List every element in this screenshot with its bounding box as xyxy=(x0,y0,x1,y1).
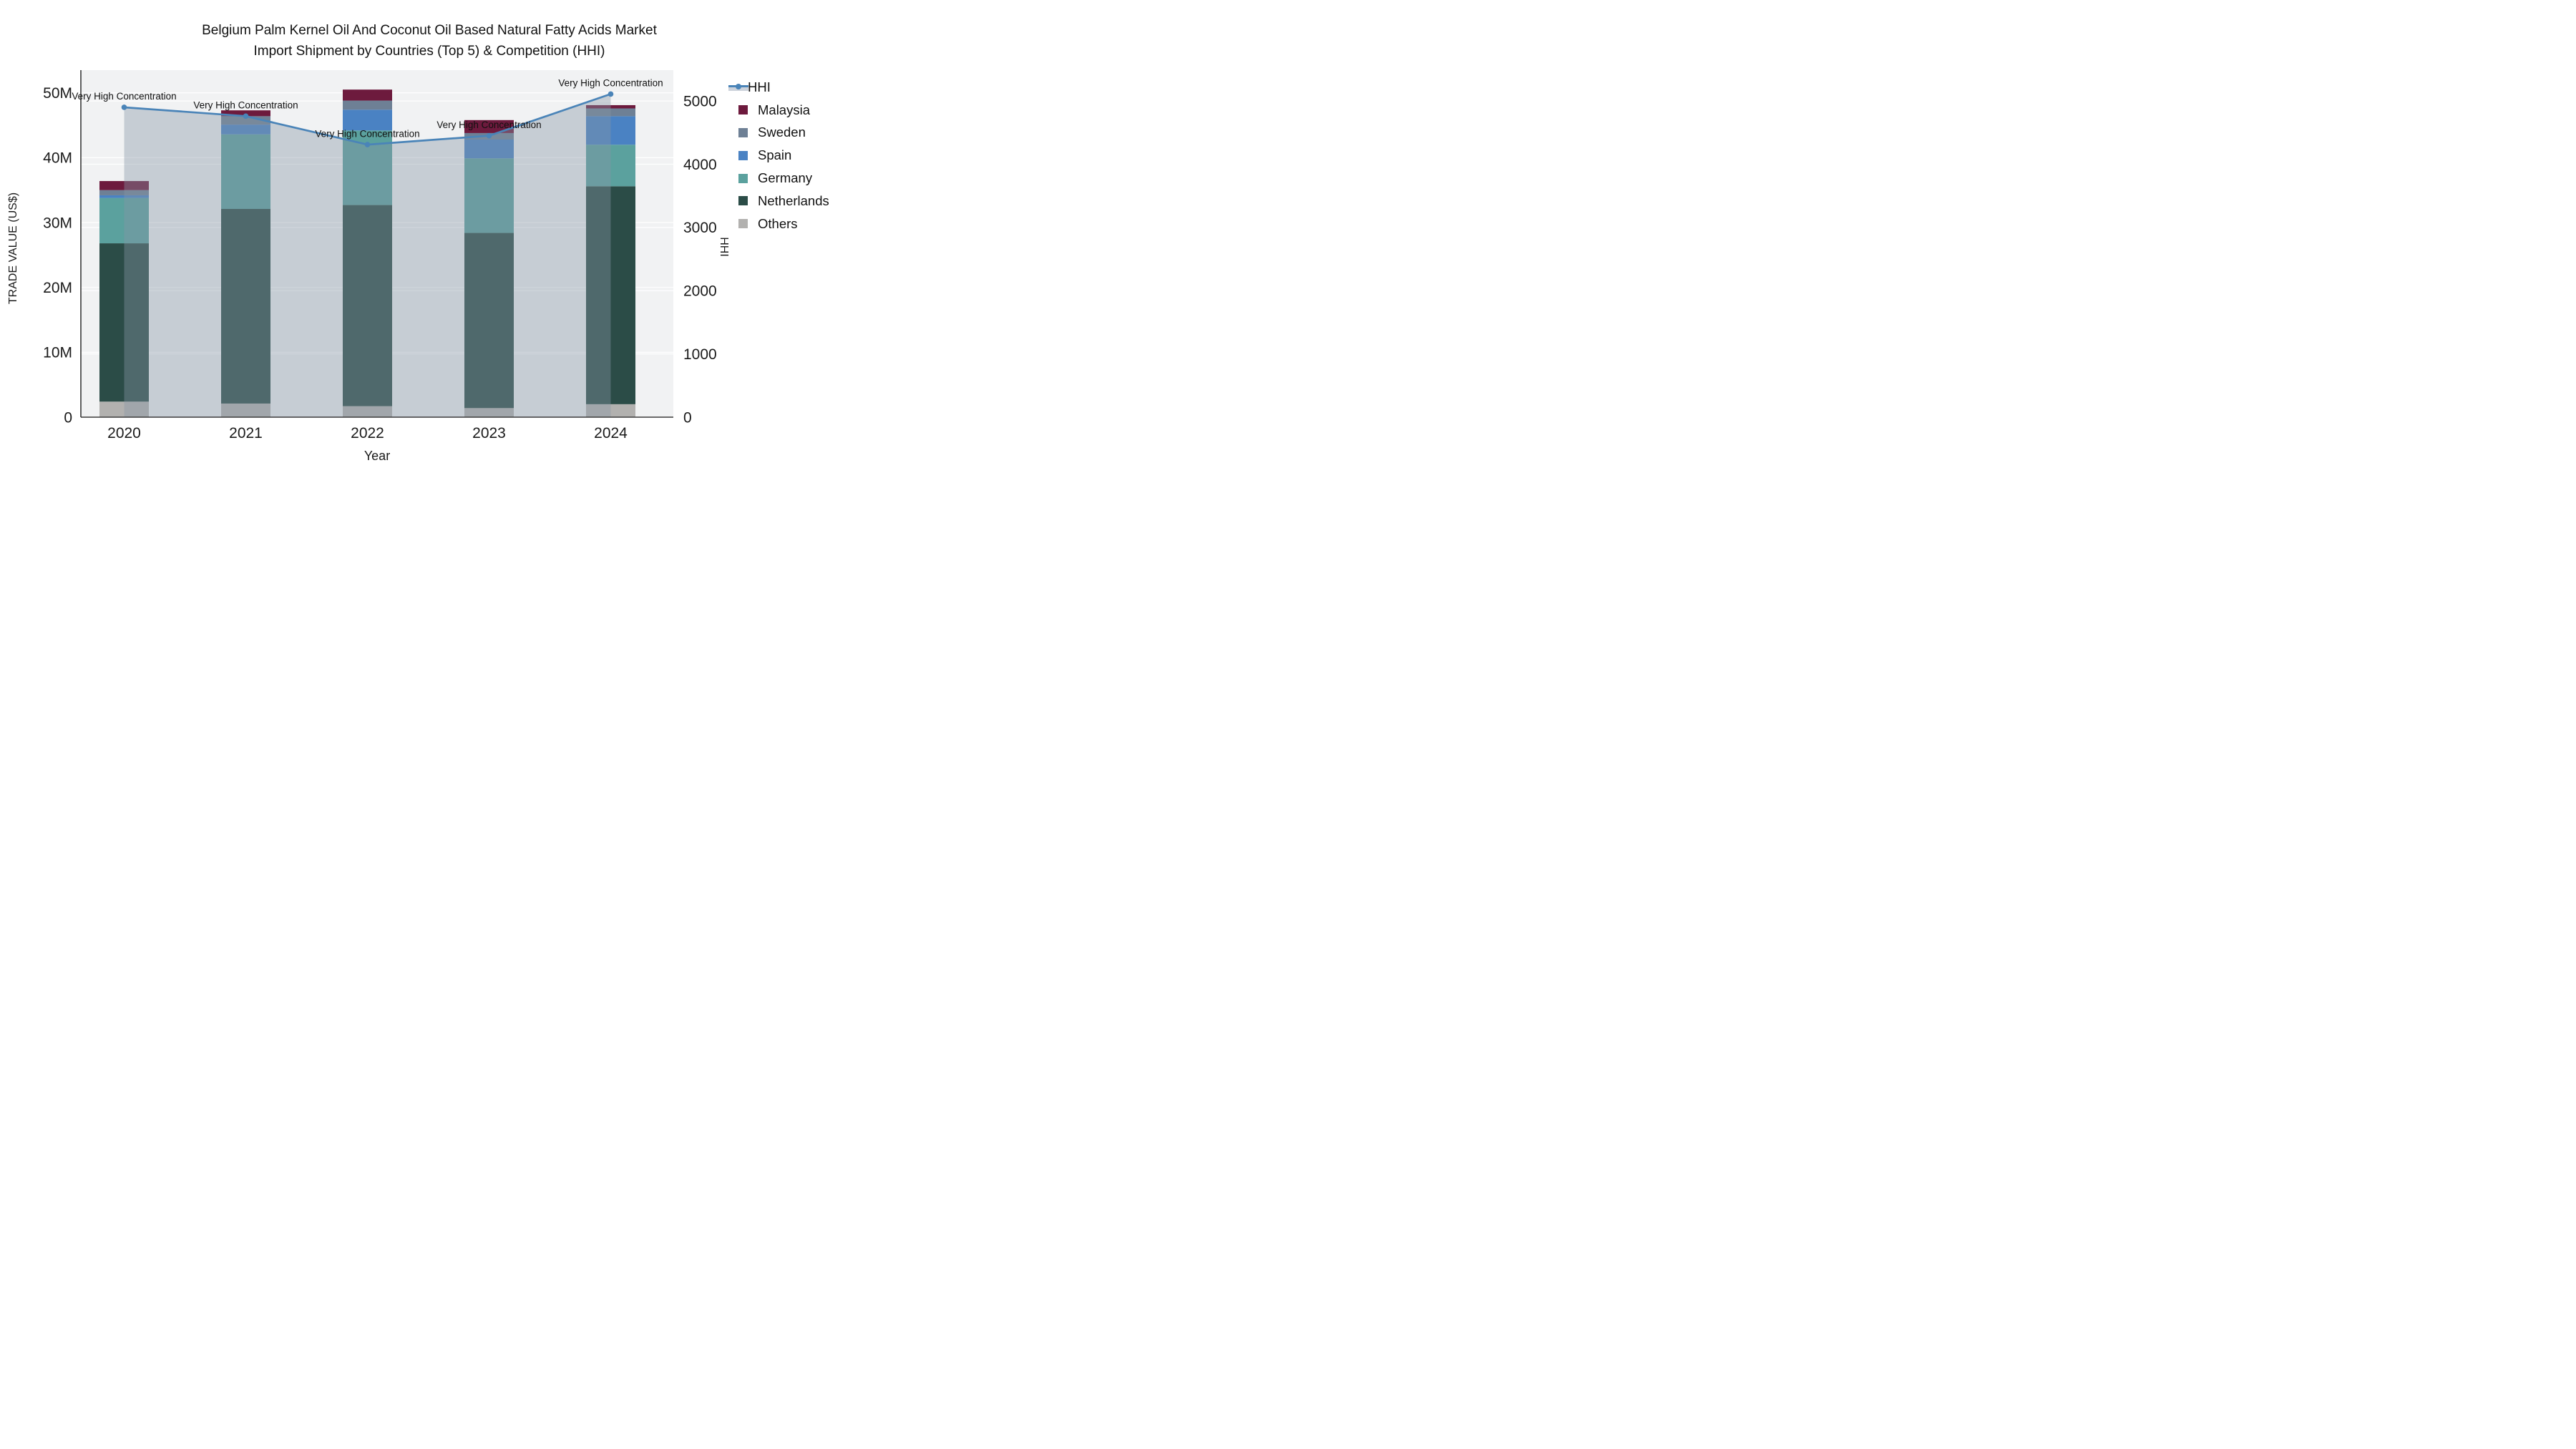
chart-title-line1: Belgium Palm Kernel Oil And Coconut Oil … xyxy=(202,23,657,38)
color-swatch-icon xyxy=(738,150,748,160)
chart-figure: Belgium Palm Kernel Oil And Coconut Oil … xyxy=(0,0,859,483)
hhi-area xyxy=(124,94,611,417)
annotation-label-2020: Very High Concentration xyxy=(72,91,176,102)
hhi-marker-2023[interactable] xyxy=(486,132,492,139)
bar-segment-others-2020[interactable] xyxy=(99,401,149,417)
annotation-label-2023: Very High Concentration xyxy=(436,119,541,130)
bar-segment-netherlands-2024[interactable] xyxy=(586,186,635,404)
bar-segment-others-2024[interactable] xyxy=(586,404,635,417)
bar-segment-germany-2024[interactable] xyxy=(586,145,635,187)
plot-area: 0 10M 20M 30M 40M 50M 0 1000 2000 3000 4000 5000 202… xyxy=(43,70,717,441)
x-tick-label-2020: 2020 xyxy=(107,425,141,441)
legend-item-netherlands[interactable]: Netherlands xyxy=(738,190,829,213)
bar-segment-netherlands-2021[interactable] xyxy=(221,209,270,404)
bar-segment-spain-2023[interactable] xyxy=(464,140,514,159)
bar-segment-spain-2024[interactable] xyxy=(586,116,635,145)
hhi-marker-2022[interactable] xyxy=(364,142,371,147)
y-left-axis-title: TRADE VALUE (US$) xyxy=(7,192,19,305)
x-tick-label-2021: 2021 xyxy=(229,425,263,441)
chart-title-line2: Import Shipment by Countries (Top 5) & C… xyxy=(253,43,605,59)
annotation-label-2021: Very High Concentration xyxy=(193,100,298,111)
legend: HHI Malaysia Sweden Spain Germany Netherlands… xyxy=(728,76,829,235)
bar-segment-malaysia-2021[interactable] xyxy=(221,110,270,117)
y-left-tick-label: 30M xyxy=(43,215,72,231)
color-swatch-icon xyxy=(738,196,748,206)
legend-item-label: HHI xyxy=(748,79,771,94)
color-swatch-icon xyxy=(738,105,748,115)
legend-item-malaysia[interactable]: Malaysia xyxy=(738,99,829,122)
x-tick-label-2022: 2022 xyxy=(351,425,384,441)
bar-segment-malaysia-2022[interactable] xyxy=(343,89,392,101)
bar-segment-malaysia-2020[interactable] xyxy=(99,181,149,190)
y-left-tick-label: 50M xyxy=(43,85,72,102)
legend-item-hhi[interactable]: HHI xyxy=(728,76,829,99)
y-left-tick-label: 0 xyxy=(64,409,72,426)
bar-segment-netherlands-2023[interactable] xyxy=(464,233,514,409)
bar-segment-sweden-2021[interactable] xyxy=(221,116,270,125)
bar-segment-malaysia-2024[interactable] xyxy=(586,104,635,109)
hhi-line-swatch-icon xyxy=(728,82,748,92)
y-right-tick-label: 1000 xyxy=(683,346,717,363)
hhi-marker-2024[interactable] xyxy=(608,91,614,97)
legend-item-label: Others xyxy=(758,215,798,231)
legend-item-label: Spain xyxy=(758,147,792,163)
bar-segment-others-2022[interactable] xyxy=(343,406,392,417)
y-right-axis-title: HHI xyxy=(718,237,730,257)
y-right-tick-label: 5000 xyxy=(683,93,717,109)
legend-item-spain[interactable]: Spain xyxy=(738,144,829,167)
bar-segment-malaysia-2023[interactable] xyxy=(464,119,514,133)
hhi-marker-2020[interactable] xyxy=(121,104,127,110)
bar-segment-sweden-2024[interactable] xyxy=(586,108,635,117)
x-tick-label-2023: 2023 xyxy=(472,425,506,441)
bar-segment-sweden-2022[interactable] xyxy=(343,100,392,110)
bar-segment-spain-2021[interactable] xyxy=(221,125,270,135)
y-left-tick-label: 20M xyxy=(43,280,72,296)
bar-segment-germany-2023[interactable] xyxy=(464,158,514,233)
bar-segment-germany-2021[interactable] xyxy=(221,134,270,209)
y-right-tick-label: 0 xyxy=(683,409,692,426)
legend-item-sweden[interactable]: Sweden xyxy=(738,122,829,145)
bar-segment-spain-2020[interactable] xyxy=(99,195,149,198)
bar-segment-sweden-2020[interactable] xyxy=(99,190,149,195)
x-axis-title: Year xyxy=(364,449,391,463)
legend-item-germany[interactable]: Germany xyxy=(738,167,829,190)
bar-segment-germany-2020[interactable] xyxy=(99,197,149,244)
y-left-tick-label: 10M xyxy=(43,345,72,361)
annotation-label-2024: Very High Concentration xyxy=(558,78,663,89)
bar-segment-others-2023[interactable] xyxy=(464,408,514,417)
legend-item-label: Germany xyxy=(758,170,813,186)
hhi-marker-2021[interactable] xyxy=(243,113,249,119)
bar-segment-netherlands-2022[interactable] xyxy=(343,205,392,406)
bar-segment-others-2021[interactable] xyxy=(221,403,270,417)
y-left-tick-label: 40M xyxy=(43,150,72,167)
legend-item-label: Malaysia xyxy=(758,102,810,117)
y-right-tick-label: 2000 xyxy=(683,283,717,300)
bar-segment-spain-2022[interactable] xyxy=(343,109,392,131)
bar-segment-netherlands-2020[interactable] xyxy=(99,243,149,402)
annotation-label-2022: Very High Concentration xyxy=(315,128,419,139)
y-right-tick-label: 3000 xyxy=(683,220,717,236)
y-right-tick-label: 4000 xyxy=(683,157,717,173)
color-swatch-icon xyxy=(738,127,748,137)
x-tick-label-2024: 2024 xyxy=(594,425,628,441)
legend-item-label: Netherlands xyxy=(758,192,829,208)
color-swatch-icon xyxy=(738,173,748,183)
legend-item-label: Sweden xyxy=(758,125,806,140)
legend-item-others[interactable]: Others xyxy=(738,213,829,235)
chart-title: Belgium Palm Kernel Oil And Coconut Oil … xyxy=(0,21,859,62)
color-swatch-icon xyxy=(738,219,748,229)
